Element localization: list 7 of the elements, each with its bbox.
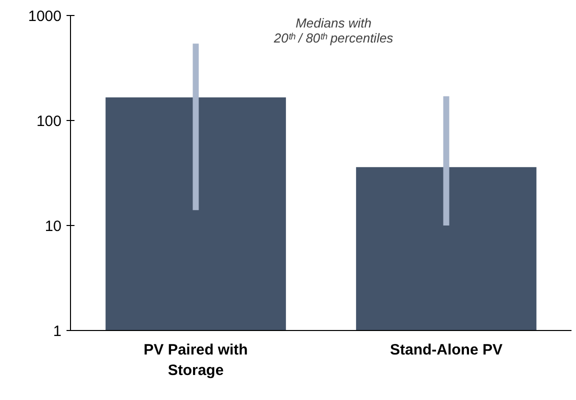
y-tick-label: 1000 [28,8,62,25]
annotation: Medians with 20ᵗʰ / 80ᵗʰ percentiles [272,15,394,46]
y-tick-label: 1 [53,323,62,340]
x-tick-label: PV Paired with Storage [144,342,248,379]
x-tick-label: Stand-Alone PV [390,342,503,358]
y-tick-label: 10 [44,218,62,235]
y-tick-label: 100 [36,113,62,130]
